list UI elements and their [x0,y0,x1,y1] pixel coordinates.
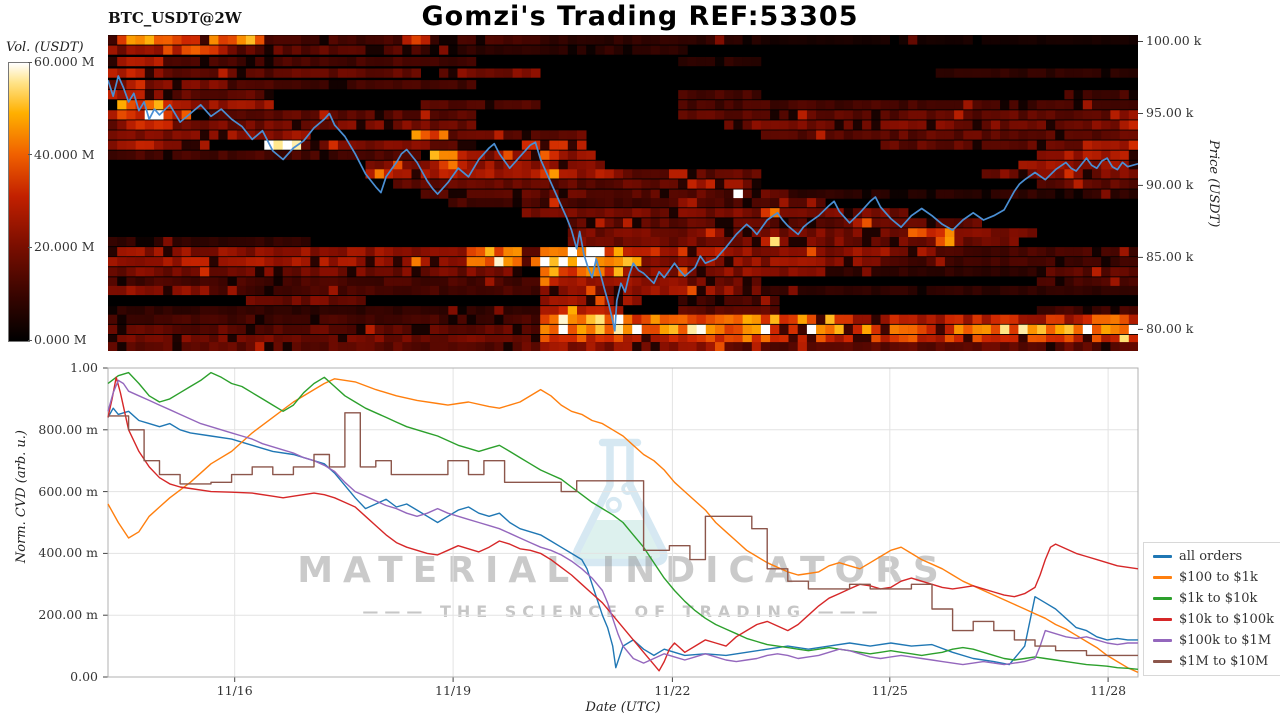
colorbar-tick-label: 0.000 M [34,332,87,347]
colorbar-tick [28,61,32,63]
legend-item-label: $1M to $10M [1179,654,1269,669]
colorbar-tick-label: 20.000 M [34,239,95,255]
x-tick-label: 11/16 [216,683,253,698]
colorbar-tick-label: 40.000 M [34,146,95,162]
legend-swatch [1153,618,1172,621]
series-line [107,376,1139,672]
x-tick-label: 11/22 [654,683,691,698]
legend-swatch [1153,639,1172,642]
x-tick-label: 11/28 [1090,683,1127,698]
cvd-line-chart [103,367,1139,682]
series-line [107,407,1138,669]
page-title: Gomzi's Trading REF:53305 [421,1,859,32]
legend-item-label: $100 to $1k [1179,570,1258,585]
colorbar-tick-label: 60.000 M [34,54,95,69]
colorbar-label: Vol. (USDT) [6,40,84,55]
x-tick-label: 11/19 [435,683,472,698]
price-tick-label: 95.00 k [1146,105,1194,121]
x-tick-label: 11/25 [871,683,908,698]
legend-swatch [1153,576,1172,579]
legend-swatch [1153,597,1172,600]
volume-heatmap-chart [108,35,1143,351]
price-tick-label: 85.00 k [1146,249,1194,265]
legend: all orders $100 to $1k $1k to $10k $10k to … [1143,542,1280,676]
series-line [108,412,1138,657]
price-axis-label: Price (USDT) [1206,140,1221,228]
legend-item-label: all orders [1179,549,1243,564]
symbol-label: BTC_USDT@2W [108,9,242,27]
colorbar-tick [28,339,32,341]
date-axis-label: Date (UTC) [585,700,661,715]
legend-item: $100k to $1M [1153,633,1274,648]
y-tick-label: 800.00 m [38,421,98,437]
series-line [107,379,1138,666]
price-tick-label: 80.00 k [1146,321,1194,337]
legend-item-label: $10k to $100k [1179,612,1274,627]
legend-item-label: $1k to $10k [1179,591,1258,606]
legend-item: all orders [1153,549,1274,564]
y-tick-label: 600.00 m [38,483,98,499]
y-tick-label: 400.00 m [38,545,98,561]
series-line [107,378,1139,674]
price-tick-label: 100.00 k [1146,33,1202,49]
legend-swatch [1153,660,1172,663]
colorbar-tick [28,154,32,156]
colorbar-tick [28,246,32,248]
legend-item: $100 to $1k [1153,570,1274,585]
legend-swatch [1153,555,1172,558]
y-tick-label: 200.00 m [38,607,98,623]
legend-item: $10k to $100k [1153,612,1274,627]
price-tick-label: 90.00 k [1146,177,1194,193]
price-line [108,75,1138,332]
volume-colorbar [8,62,30,342]
y-tick-label: 0.00 [70,669,98,684]
legend-item: $1M to $10M [1153,654,1274,669]
legend-item: $1k to $10k [1153,591,1274,606]
y-tick-label: 1.00 [70,360,98,375]
legend-item-label: $100k to $1M [1179,633,1272,648]
cvd-y-axis-label: Norm. CVD (arb. u.) [14,430,29,564]
series-line [107,371,1139,670]
